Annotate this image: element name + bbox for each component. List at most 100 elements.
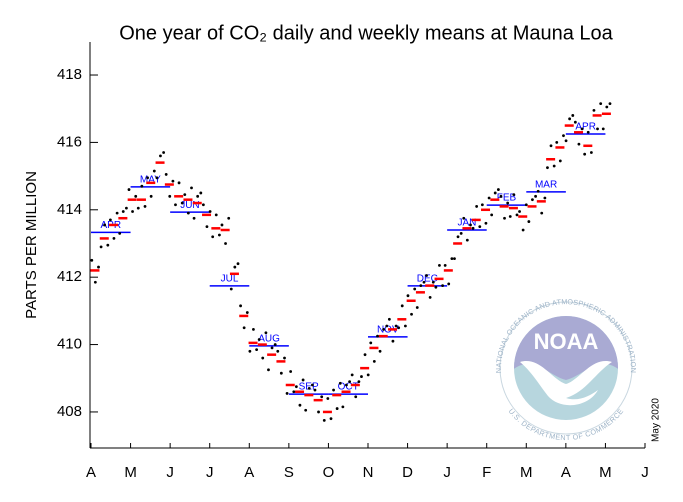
daily-mean	[255, 348, 259, 352]
daily-mean	[208, 210, 212, 213]
daily-mean	[564, 139, 568, 143]
daily-mean	[196, 194, 200, 198]
daily-mean	[177, 181, 181, 185]
daily-mean	[121, 210, 125, 213]
daily-mean	[146, 176, 149, 180]
daily-mean	[192, 216, 196, 220]
monthly-label: OCT	[338, 382, 359, 393]
daily-mean	[276, 349, 280, 353]
daily-mean	[573, 120, 577, 124]
daily-mean	[493, 191, 497, 195]
daily-mean	[406, 294, 410, 298]
logo-disc	[514, 316, 618, 420]
daily-mean	[307, 386, 311, 390]
chart-title: One year of CO₂ daily and weekly means a…	[119, 22, 613, 44]
daily-mean	[90, 258, 94, 262]
daily-mean	[419, 284, 423, 287]
daily-mean	[478, 225, 482, 229]
daily-mean	[592, 108, 596, 112]
daily-mean	[413, 287, 417, 291]
daily-mean	[496, 188, 500, 191]
daily-mean	[596, 127, 599, 131]
daily-mean	[428, 295, 432, 299]
x-tick-label: N	[363, 464, 374, 481]
daily-mean	[571, 114, 575, 117]
y-tick-label: 412	[57, 268, 82, 285]
daily-mean	[431, 280, 435, 284]
daily-mean	[264, 331, 268, 335]
y-tick-label: 408	[57, 403, 82, 420]
daily-mean	[131, 210, 134, 213]
x-tick-label: O	[323, 464, 335, 481]
daily-mean	[201, 203, 205, 207]
daily-mean	[190, 186, 193, 190]
daily-mean	[403, 324, 407, 328]
x-tick-label: J	[641, 464, 649, 481]
daily-mean	[242, 326, 246, 330]
daily-mean	[285, 392, 289, 395]
daily-mean	[317, 410, 320, 414]
x-tick-label: A	[561, 464, 571, 481]
daily-mean	[311, 383, 314, 387]
daily-mean	[465, 238, 469, 242]
daily-mean	[171, 179, 175, 183]
logo-ring	[499, 301, 633, 435]
y-tick-label: 410	[57, 336, 82, 353]
daily-mean	[608, 102, 612, 106]
daily-mean	[227, 216, 231, 220]
daily-mean	[341, 405, 345, 409]
daily-mean	[378, 349, 382, 353]
daily-mean	[211, 235, 215, 239]
daily-mean	[164, 173, 168, 176]
daily-mean	[397, 326, 401, 330]
daily-mean	[279, 371, 283, 375]
daily-mean	[605, 105, 609, 109]
monthly-label: APR	[575, 122, 596, 133]
daily-mean	[438, 263, 441, 267]
daily-mean	[301, 378, 305, 382]
daily-mean	[326, 397, 330, 400]
daily-mean	[518, 210, 521, 213]
daily-mean	[366, 373, 370, 377]
daily-mean	[410, 312, 413, 316]
daily-mean	[252, 328, 255, 331]
monthly-label: MAR	[535, 180, 557, 191]
daily-mean	[345, 383, 348, 387]
daily-mean	[159, 154, 162, 158]
daily-mean	[508, 215, 512, 218]
daily-mean	[400, 304, 404, 308]
daily-mean	[580, 127, 584, 131]
daily-mean	[245, 311, 249, 314]
daily-mean	[174, 203, 177, 207]
daily-mean	[205, 225, 209, 229]
daily-mean	[248, 349, 252, 353]
daily-mean	[329, 417, 333, 421]
daily-mean	[534, 194, 537, 198]
daily-mean	[521, 228, 525, 232]
daily-mean	[332, 388, 335, 392]
daily-mean	[391, 339, 395, 343]
daily-mean	[140, 184, 144, 188]
monthly-label: JUN	[180, 200, 199, 211]
daily-mean	[394, 324, 398, 328]
daily-mean	[599, 102, 603, 106]
x-tick-label: S	[284, 464, 294, 481]
daily-mean	[106, 243, 110, 247]
daily-mean	[540, 211, 544, 215]
daily-mean	[273, 343, 277, 346]
x-tick-label: J	[166, 464, 174, 481]
daily-mean	[320, 395, 324, 399]
daily-mean	[549, 144, 553, 148]
daily-mean	[369, 341, 373, 345]
daily-mean	[348, 380, 351, 384]
daily-mean	[499, 194, 503, 198]
daily-mean	[350, 373, 354, 377]
daily-mean	[99, 245, 103, 249]
daily-mean	[261, 356, 265, 360]
daily-mean	[180, 201, 184, 205]
daily-mean	[450, 257, 454, 261]
daily-mean	[304, 408, 308, 412]
daily-mean	[155, 176, 159, 180]
daily-mean	[239, 304, 242, 308]
